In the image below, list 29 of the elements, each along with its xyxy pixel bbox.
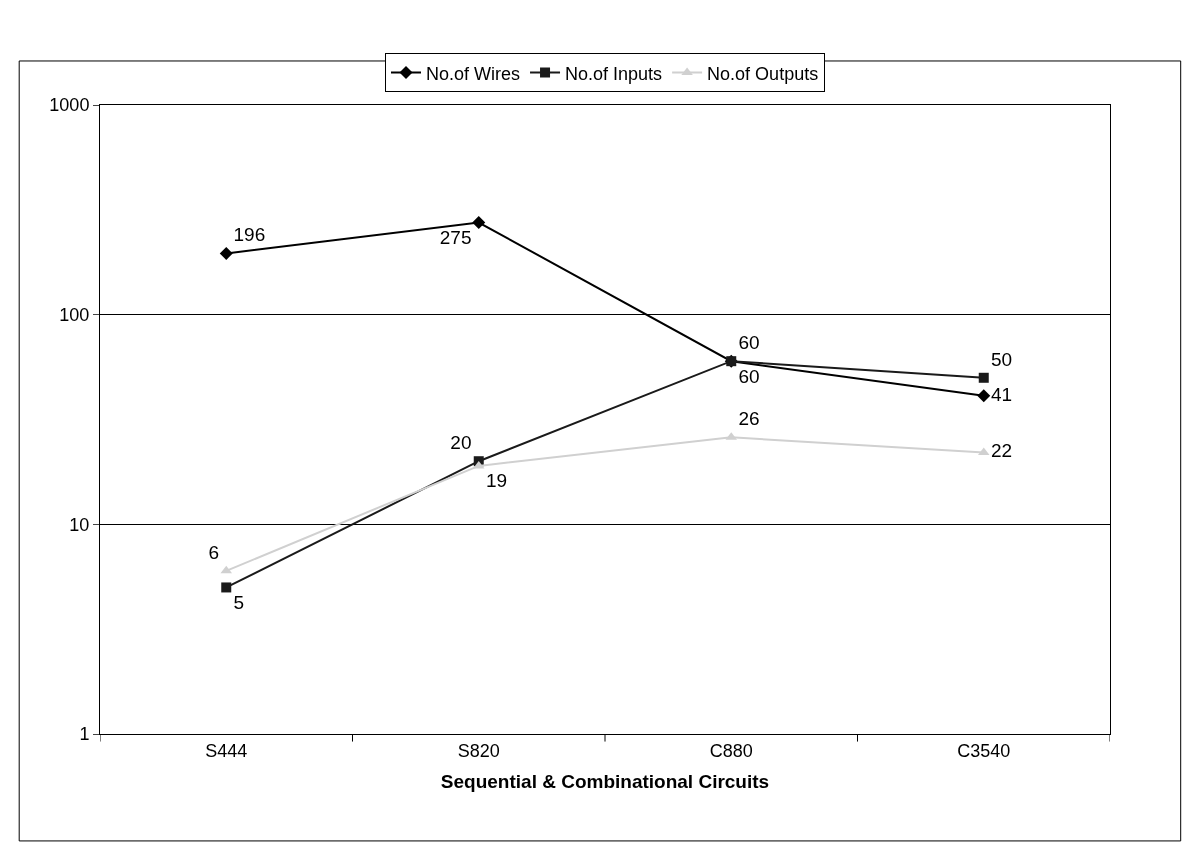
- data-label: 275: [439, 227, 472, 249]
- data-label: 20: [450, 432, 472, 454]
- data-label: 60: [738, 332, 760, 354]
- y-tick-label: 1: [79, 724, 90, 745]
- data-label: 41: [991, 383, 1013, 405]
- x-tick-label: C3540: [957, 740, 1011, 761]
- data-label: 6: [208, 541, 219, 563]
- point: [977, 389, 991, 403]
- y-tick-label: 10: [69, 514, 90, 535]
- point: [221, 582, 232, 593]
- data-label: 196: [233, 224, 266, 246]
- x-tick-label: S820: [457, 740, 500, 761]
- data-label: 22: [991, 440, 1013, 462]
- data-label: 5: [233, 591, 245, 613]
- x-tick-label: S444: [205, 740, 248, 761]
- legend-label: No.of Wires: [426, 63, 521, 84]
- y-tick-label: 1000: [49, 95, 90, 116]
- y-tick-label: 100: [59, 304, 90, 325]
- legend-label: No.of Inputs: [565, 63, 663, 84]
- point: [472, 216, 486, 230]
- x-axis-title: Sequential & Combinational Circuits: [440, 771, 770, 793]
- x-tick-label: C880: [709, 740, 753, 761]
- point: [978, 372, 989, 383]
- point: [219, 246, 233, 260]
- data-label: 19: [486, 470, 508, 492]
- data-label: 26: [738, 408, 760, 430]
- legend-label: No.of Outputs: [707, 63, 819, 84]
- data-label: 50: [991, 348, 1013, 370]
- data-label: 60: [738, 365, 760, 387]
